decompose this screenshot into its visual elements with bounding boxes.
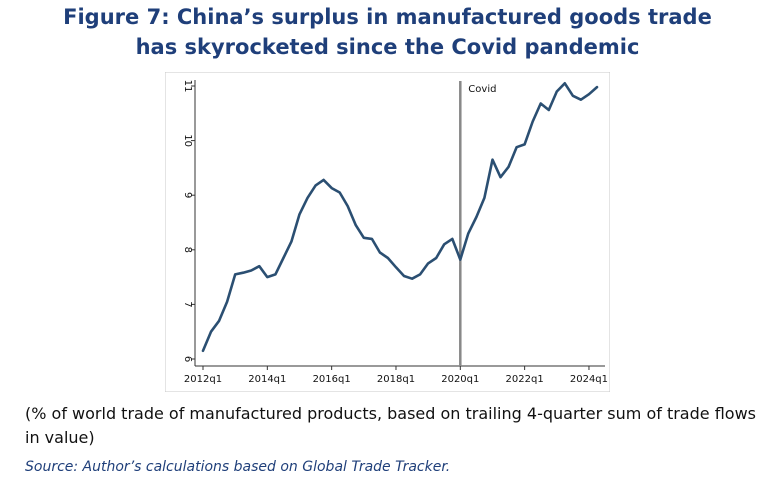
- title-line-1: Figure 7: China’s surplus in manufacture…: [63, 5, 712, 29]
- covid-label: Covid: [468, 84, 496, 95]
- y-tick-label: 9: [182, 192, 193, 198]
- plot-area: [195, 80, 605, 366]
- x-tick-label: 2020q1: [441, 374, 479, 385]
- x-tick-label: 2016q1: [313, 374, 351, 385]
- y-tick-label: 6: [182, 356, 193, 362]
- figure-source: Source: Author’s calculations based on G…: [25, 459, 451, 475]
- y-tick-label: 7: [182, 301, 193, 307]
- series-line: [201, 82, 599, 353]
- x-tick-label: 2022q1: [506, 374, 544, 385]
- title-line-2: has skyrocketed since the Covid pandemic: [135, 35, 640, 59]
- figure-title: Figure 7: China’s surplus in manufacture…: [0, 2, 775, 62]
- y-tick-label: 11: [182, 80, 193, 93]
- x-tick-label: 2018q1: [377, 374, 415, 385]
- y-axis-ticks: 6 7 8 9 10 11: [182, 80, 195, 362]
- figure-caption: (% of world trade of manufactured produc…: [25, 404, 756, 447]
- x-tick-label: 2024q1: [570, 374, 608, 385]
- x-tick-label: 2014q1: [248, 374, 286, 385]
- x-tick-label: 2012q1: [184, 374, 222, 385]
- y-tick-label: 10: [182, 134, 193, 147]
- y-tick-label: 8: [182, 247, 193, 253]
- x-axis-ticks: 2012q1 2014q1 2016q1 2018q1 2020q1 2022q1 2024…: [184, 366, 608, 385]
